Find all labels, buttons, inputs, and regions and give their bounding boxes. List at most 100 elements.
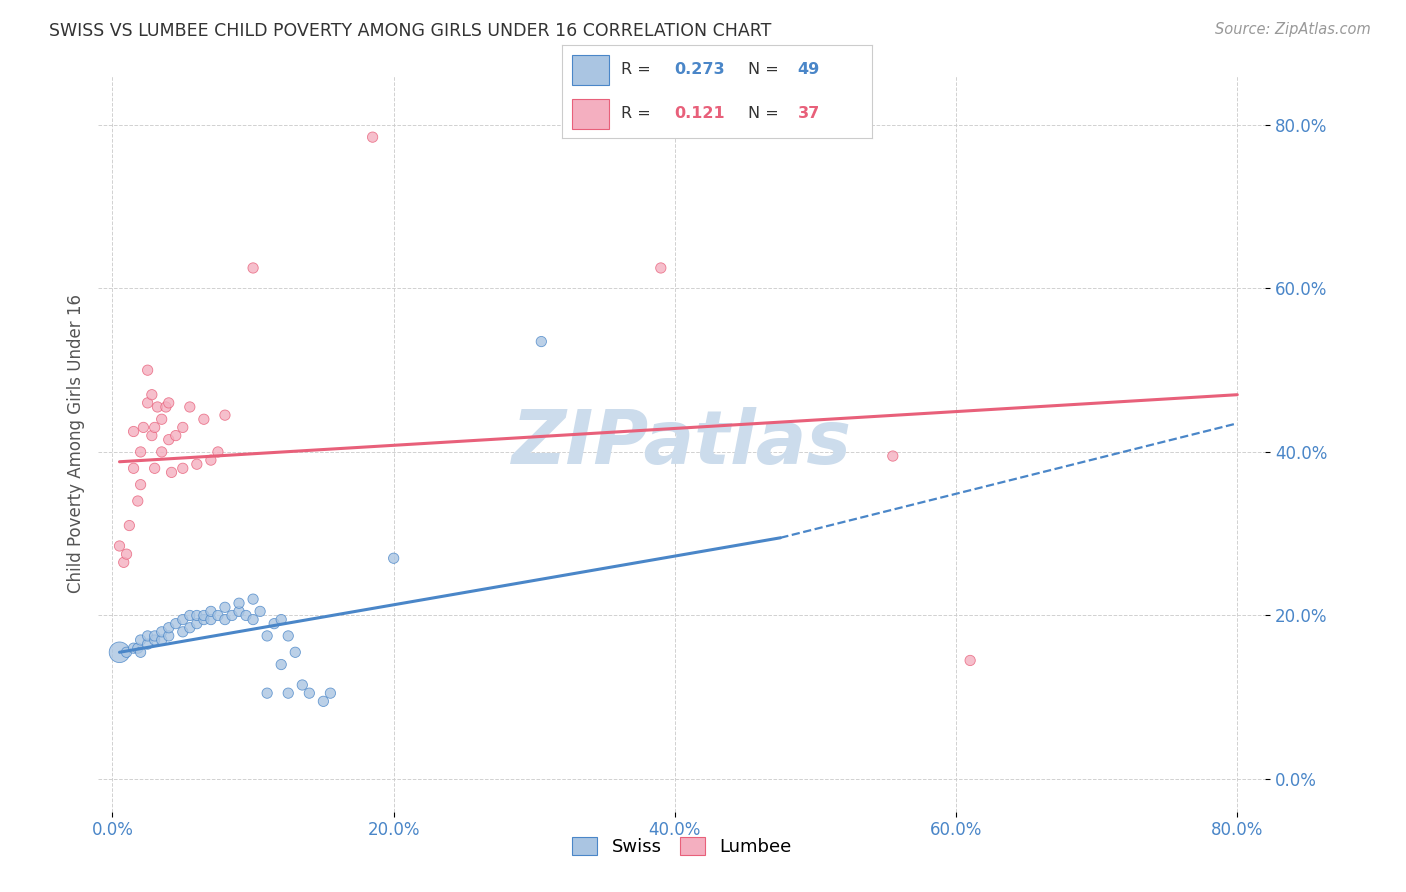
Point <box>129 633 152 648</box>
Point <box>959 653 981 667</box>
Point <box>136 637 159 651</box>
Point <box>214 613 236 627</box>
Point <box>382 551 405 566</box>
Point <box>150 633 173 648</box>
Point <box>115 547 138 561</box>
Point <box>882 449 904 463</box>
Point <box>207 608 229 623</box>
Point <box>112 555 135 569</box>
Point <box>122 425 145 439</box>
Text: Source: ZipAtlas.com: Source: ZipAtlas.com <box>1215 22 1371 37</box>
Point <box>143 420 166 434</box>
Point <box>256 629 278 643</box>
Point <box>136 363 159 377</box>
Point <box>193 608 215 623</box>
Point <box>127 641 149 656</box>
Point <box>193 613 215 627</box>
Point <box>277 629 299 643</box>
Point <box>291 678 314 692</box>
Point <box>157 433 180 447</box>
Point <box>160 466 183 480</box>
Point <box>186 616 208 631</box>
Point <box>221 608 243 623</box>
Point <box>263 616 285 631</box>
Bar <box>572 99 609 129</box>
Point <box>127 494 149 508</box>
Point <box>146 400 169 414</box>
Point <box>277 686 299 700</box>
Point <box>129 645 152 659</box>
Point <box>242 592 264 607</box>
Point <box>122 461 145 475</box>
Point <box>122 641 145 656</box>
Point <box>193 412 215 426</box>
Point <box>129 445 152 459</box>
Point <box>150 624 173 639</box>
Point <box>214 408 236 422</box>
Point <box>186 608 208 623</box>
Text: SWISS VS LUMBEE CHILD POVERTY AMONG GIRLS UNDER 16 CORRELATION CHART: SWISS VS LUMBEE CHILD POVERTY AMONG GIRL… <box>49 22 772 40</box>
Point <box>141 428 163 442</box>
Point <box>172 613 194 627</box>
Point <box>235 608 257 623</box>
Text: 0.121: 0.121 <box>673 106 724 121</box>
Point <box>129 477 152 491</box>
Point <box>150 445 173 459</box>
Text: N =: N = <box>748 62 785 78</box>
Text: 49: 49 <box>797 62 820 78</box>
Point <box>118 518 141 533</box>
Point <box>141 387 163 401</box>
Point <box>179 608 201 623</box>
Point <box>530 334 553 349</box>
Point <box>298 686 321 700</box>
Point <box>312 694 335 708</box>
Point <box>143 633 166 648</box>
Point <box>179 621 201 635</box>
Point <box>143 629 166 643</box>
Point <box>108 539 131 553</box>
Text: 37: 37 <box>797 106 820 121</box>
Text: ZIPatlas: ZIPatlas <box>512 408 852 480</box>
Bar <box>572 55 609 85</box>
Point <box>270 657 292 672</box>
Point <box>228 596 250 610</box>
Point <box>319 686 342 700</box>
Text: R =: R = <box>621 62 657 78</box>
Point <box>256 686 278 700</box>
Point <box>172 624 194 639</box>
Point <box>249 604 271 618</box>
Point <box>136 396 159 410</box>
Text: 0.273: 0.273 <box>673 62 724 78</box>
Point <box>172 420 194 434</box>
Point <box>214 600 236 615</box>
Text: R =: R = <box>621 106 661 121</box>
Point <box>115 645 138 659</box>
Point <box>200 613 222 627</box>
Point <box>361 130 384 145</box>
Point <box>284 645 307 659</box>
Point <box>108 645 131 659</box>
Point <box>132 420 155 434</box>
Point <box>242 260 264 275</box>
Point <box>172 461 194 475</box>
Legend: Swiss, Lumbee: Swiss, Lumbee <box>562 829 801 865</box>
Point <box>136 629 159 643</box>
Point <box>186 457 208 471</box>
Point <box>157 629 180 643</box>
Point <box>155 400 177 414</box>
Point <box>165 616 187 631</box>
Point <box>200 604 222 618</box>
Point <box>207 445 229 459</box>
Point <box>157 621 180 635</box>
Point <box>157 396 180 410</box>
Text: N =: N = <box>748 106 785 121</box>
Point <box>242 613 264 627</box>
Y-axis label: Child Poverty Among Girls Under 16: Child Poverty Among Girls Under 16 <box>66 294 84 593</box>
Point <box>200 453 222 467</box>
Point <box>143 461 166 475</box>
Point <box>228 604 250 618</box>
Point <box>179 400 201 414</box>
Point <box>650 260 672 275</box>
Point <box>270 613 292 627</box>
Point <box>165 428 187 442</box>
